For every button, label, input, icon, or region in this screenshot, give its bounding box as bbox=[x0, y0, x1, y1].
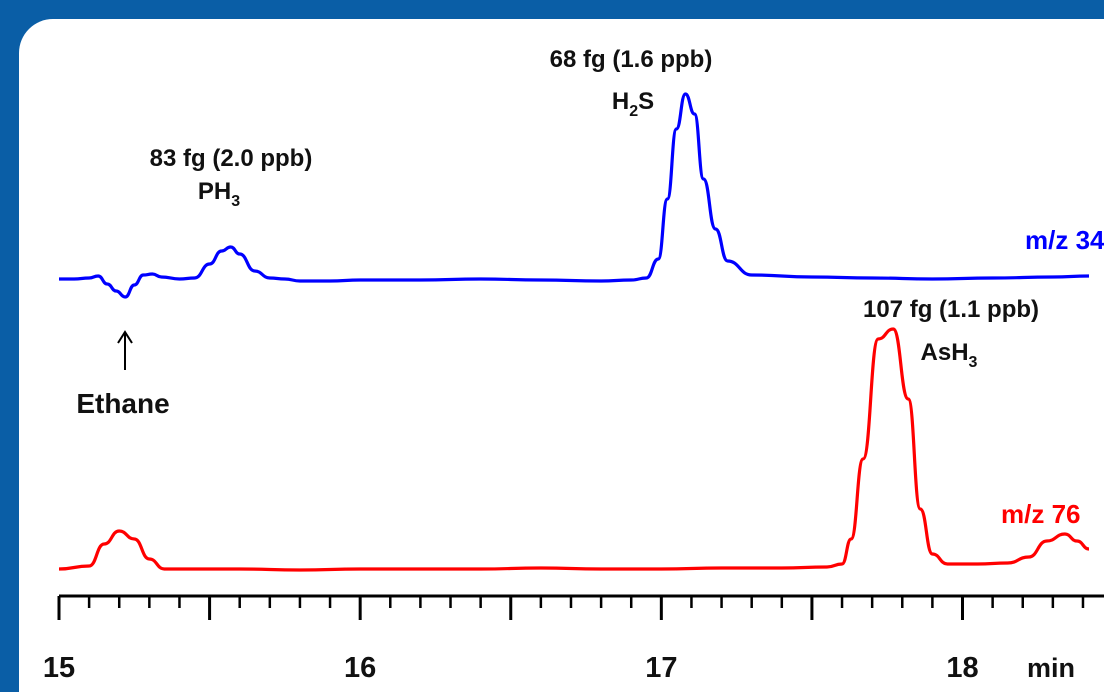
x-tick-label: 18 bbox=[946, 652, 978, 684]
x-axis: 15 16 17 18 bbox=[43, 594, 1104, 684]
ash3-compound-text: AsH bbox=[921, 339, 969, 366]
ph3-compound-label: PH3 bbox=[198, 178, 240, 210]
h2s-compound-label: H2S bbox=[612, 88, 654, 120]
series-layer bbox=[58, 92, 1090, 572]
h2s-amount-label: 68 fg (1.6 ppb) bbox=[550, 46, 713, 73]
ash3-compound-label: AsH3 bbox=[921, 339, 978, 371]
series-line-m-z-76 bbox=[58, 327, 1090, 572]
ph3-subscript: 3 bbox=[231, 193, 240, 210]
h2s-compound-b: S bbox=[638, 88, 654, 115]
ash3-subscript: 3 bbox=[969, 354, 978, 371]
x-tick-label: 16 bbox=[344, 652, 376, 684]
ethane-label: Ethane bbox=[76, 388, 169, 419]
series-label-mz76: m/z 76 bbox=[1001, 499, 1081, 529]
ash3-amount-label: 107 fg (1.1 ppb) bbox=[863, 296, 1039, 323]
series-label-mz34: m/z 34 bbox=[1025, 225, 1104, 255]
x-axis-unit-label: min bbox=[1027, 653, 1075, 683]
h2s-compound-a: H bbox=[612, 88, 629, 115]
chart-panel: 15 16 17 18 m/z 34 m/z 76 83 fg (2.0 ppb) P… bbox=[19, 19, 1104, 692]
h2s-subscript: 2 bbox=[629, 103, 638, 120]
chromatogram-chart: 15 16 17 18 m/z 34 m/z 76 83 fg (2.0 ppb) P… bbox=[43, 46, 1104, 684]
x-tick-label: 17 bbox=[645, 652, 677, 684]
ph3-compound-text: PH bbox=[198, 178, 231, 205]
ethane-arrow-head bbox=[117, 330, 133, 344]
series-line-m-z-34 bbox=[59, 92, 1090, 299]
ph3-amount-label: 83 fg (2.0 ppb) bbox=[150, 145, 313, 172]
x-tick-label: 15 bbox=[43, 652, 75, 684]
